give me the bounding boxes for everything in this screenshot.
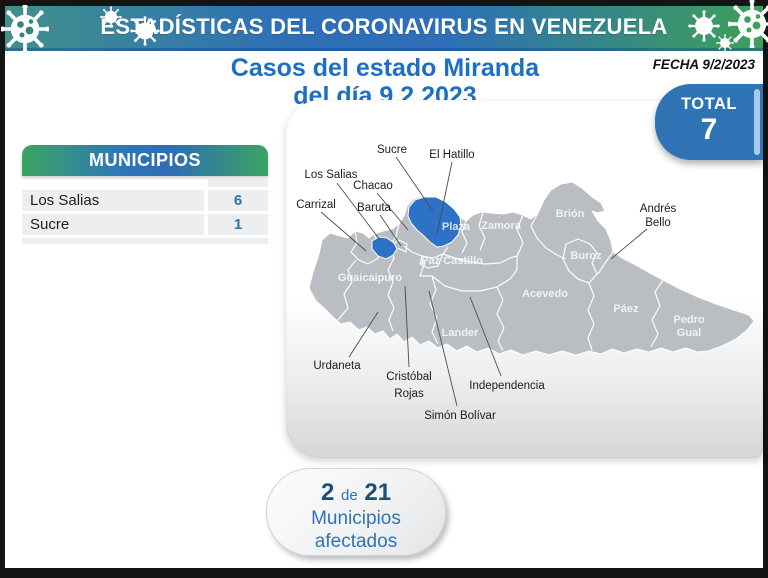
map-label-carrizal: Carrizal: [296, 199, 336, 211]
municipios-table: MUNICIPIOS Los Salias 6 Sucre 1: [22, 145, 268, 244]
summary-line3: afectados: [314, 531, 398, 552]
municipality-borders: [337, 211, 664, 352]
virus-icon: [130, 16, 160, 46]
map-label-urdaneta: Urdaneta: [313, 360, 361, 372]
map-label-pedro-gual: Gual: [677, 327, 701, 339]
total-value: 7: [700, 113, 718, 146]
total-badge: TOTAL 7: [655, 84, 763, 160]
map-label-acevedo: Acevedo: [522, 288, 568, 300]
map-label-zamora: Zamora: [481, 220, 522, 232]
municipality-cases: 6: [208, 190, 268, 211]
map-label-independencia: Independencia: [469, 380, 545, 392]
virus-icon: [728, 0, 768, 48]
map-label-el-hatillo: El Hatillo: [429, 149, 474, 161]
municipality-cases: 1: [208, 214, 268, 235]
map-label-buroz: Buroz: [570, 250, 602, 262]
label-leader-lines: [320, 156, 648, 407]
municipality-los-salias-highlight: [371, 236, 398, 260]
map-label-pedro-gual: Pedro: [673, 314, 704, 326]
table-spacer-row: [22, 178, 268, 187]
map-label-cristobal-rojas: Cristóbal: [386, 371, 431, 383]
virus-icon: [100, 6, 122, 28]
municipality-name: Los Salias: [22, 190, 204, 211]
map-label-chacao: Chacao: [353, 180, 393, 192]
table-row: Sucre 1: [22, 214, 268, 235]
banner-title: ESTADÍSTICAS DEL CORONAVIRUS EN VENEZUEL…: [100, 14, 668, 39]
summary-line2: Municipios: [311, 508, 401, 529]
map-label-cristobal-rojas: Rojas: [394, 388, 424, 400]
total-label: TOTAL: [681, 95, 737, 113]
map-label-paez: Páez: [613, 303, 639, 315]
map-label-plaza: Plaza: [442, 221, 471, 233]
callout-labels: Sucre El Hatillo Los Salias Chacao Carri…: [296, 144, 676, 422]
map-label-guaicaipuro: Guaicaipuro: [338, 272, 402, 284]
table-row: Los Salias 6: [22, 190, 268, 211]
total-badge-strip: [754, 89, 760, 155]
map-label-baruta: Baruta: [357, 202, 391, 214]
summary-count-line: 2 de 21: [267, 479, 445, 507]
municipios-table-header: MUNICIPIOS: [22, 145, 268, 176]
virus-icon: [1, 5, 49, 53]
date-label: FECHA 9/2/2023: [652, 57, 755, 72]
map-label-lander: Lander: [442, 327, 479, 339]
map-label-simon-bolivar: Simón Bolívar: [424, 410, 496, 422]
total-municipalities: 21: [364, 479, 392, 506]
map-label-andres-bello: Bello: [645, 217, 671, 229]
summary-pill: 2 de 21 Municipios afectados: [266, 468, 446, 556]
affected-count: 2: [320, 479, 335, 506]
summary-separator: de: [340, 487, 358, 504]
map-label-paz-castillo: Paz Castillo: [421, 255, 483, 267]
municipality-sucre-highlight: [407, 196, 462, 248]
top-banner: ESTADÍSTICAS DEL CORONAVIRUS EN VENEZUEL…: [5, 6, 763, 51]
map-label-sucre: Sucre: [377, 144, 407, 156]
map-label-los-salias: Los Salias: [304, 169, 357, 181]
region-labels: Plaza Zamora Brión Buroz Paz Castillo Gu…: [338, 208, 705, 339]
municipality-name: Sucre: [22, 214, 204, 235]
miranda-map: Sucre El Hatillo Los Salias Chacao Carri…: [296, 144, 755, 422]
map-label-andres-bello: Andrés: [640, 203, 677, 215]
table-footer-strip: [22, 238, 268, 244]
map-label-brion: Brión: [556, 208, 585, 220]
page-title-line1: Casos del estado Miranda: [230, 54, 540, 82]
